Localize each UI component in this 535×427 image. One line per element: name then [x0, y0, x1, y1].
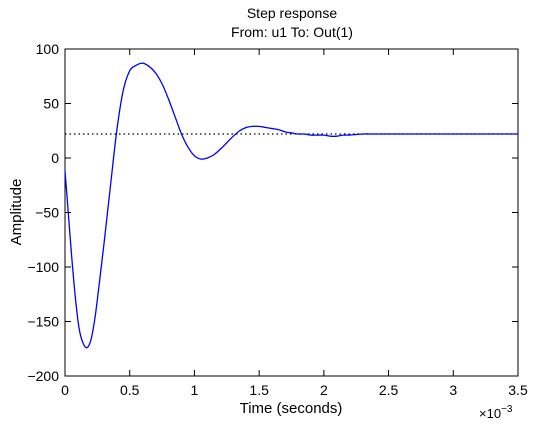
x-axis-multiplier: ×10−3 — [479, 404, 513, 421]
x-tick-label: 3 — [449, 382, 457, 398]
y-tick-label: −150 — [27, 314, 59, 330]
series-line-step-response — [64, 62, 518, 349]
y-tick-label: −50 — [35, 205, 59, 221]
x-tick-label: 2 — [320, 382, 328, 398]
x-tick-labels: 0 0.5 1 1.5 2 2.5 3 3.5 — [61, 382, 528, 398]
x-tick-label: 2.5 — [379, 382, 399, 398]
y-tick-label: −200 — [27, 368, 59, 384]
x-tick-label: 0 — [61, 382, 69, 398]
axis-ticks — [64, 48, 519, 377]
plot-area — [64, 48, 519, 377]
x-tick-label: 3.5 — [508, 382, 528, 398]
y-axis-label: Amplitude — [8, 179, 25, 246]
x-tick-label: 1.5 — [249, 382, 269, 398]
chart-subtitle: From: u1 To: Out(1) — [231, 24, 353, 40]
chart-title: Step response — [247, 5, 337, 21]
y-tick-label: 0 — [51, 150, 59, 166]
x-axis-multiplier-exponent: −3 — [501, 404, 513, 415]
x-tick-label: 0.5 — [120, 382, 140, 398]
x-axis-multiplier-base: ×10 — [479, 406, 501, 421]
x-axis-label: Time (seconds) — [240, 400, 343, 417]
x-tick-label: 1 — [191, 382, 199, 398]
y-tick-label: 100 — [36, 41, 60, 57]
y-tick-label: −100 — [27, 259, 59, 275]
y-tick-label: 50 — [43, 96, 59, 112]
y-tick-labels: −200 −150 −100 −50 0 50 100 — [27, 41, 59, 384]
